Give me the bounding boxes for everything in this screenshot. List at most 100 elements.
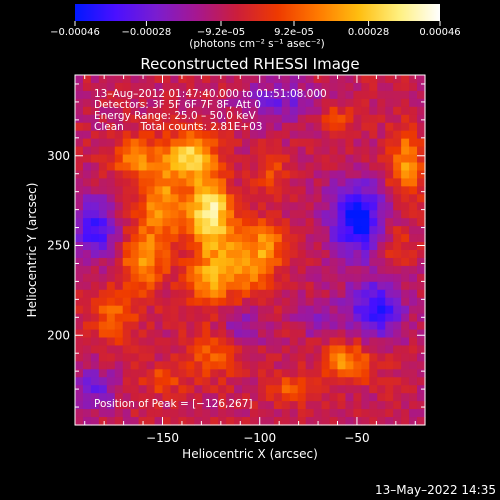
heatmap-cell: [82, 130, 92, 140]
heatmap-cell: [409, 75, 418, 84]
heatmap-cell: [257, 250, 267, 259]
heatmap-cell: [401, 218, 410, 227]
heatmap-cell: [250, 194, 259, 203]
heatmap-cell: [186, 337, 195, 347]
heatmap-cell: [106, 393, 116, 402]
heatmap-cell: [377, 369, 386, 378]
heatmap-cell: [281, 154, 291, 164]
heatmap-cell: [186, 257, 195, 267]
heatmap-cell: [178, 385, 187, 394]
heatmap-cell: [178, 234, 187, 243]
heatmap-cell: [130, 98, 140, 108]
heatmap-cell: [281, 138, 291, 148]
heatmap-cell: [321, 313, 331, 323]
heatmap-cell: [329, 250, 339, 259]
heatmap-cell: [82, 162, 92, 172]
heatmap-cell: [122, 401, 132, 410]
heatmap-cell: [162, 130, 172, 140]
heatmap-cell: [265, 265, 275, 275]
heatmap-cell: [170, 106, 179, 116]
heatmap-cell: [178, 313, 187, 323]
heatmap-cell: [146, 162, 156, 172]
heatmap-cell: [170, 146, 179, 156]
heatmap-cell: [114, 257, 124, 267]
heatmap-cell: [305, 265, 315, 275]
heatmap-cell: [218, 369, 227, 378]
heatmap-cell: [385, 337, 394, 347]
heatmap-cell: [162, 417, 172, 426]
heatmap-cell: [265, 409, 275, 418]
heatmap-cell: [313, 409, 323, 418]
heatmap-cell: [409, 186, 418, 195]
heatmap-cell: [257, 417, 267, 426]
heatmap-cell: [257, 409, 267, 418]
heatmap-cell: [297, 98, 307, 108]
heatmap-cell: [353, 257, 362, 267]
heatmap-cell: [186, 417, 195, 426]
heatmap-cell: [98, 289, 108, 299]
heatmap-cell: [273, 226, 283, 235]
heatmap-cell: [417, 305, 426, 315]
heatmap-cell: [234, 289, 243, 299]
heatmap-cell: [361, 202, 370, 211]
peak-position-label: Position of Peak = [−126,267]: [94, 398, 253, 410]
heatmap-cell: [106, 130, 116, 140]
heatmap-cell: [154, 329, 164, 339]
heatmap-cell: [202, 242, 211, 251]
heatmap-cell: [321, 257, 331, 267]
heatmap-cell: [218, 289, 227, 299]
heatmap-cell: [409, 393, 418, 402]
heatmap-cell: [385, 329, 394, 339]
heatmap-cell: [321, 130, 331, 140]
heatmap-cell: [345, 162, 354, 172]
heatmap-cell: [265, 82, 275, 92]
heatmap-cell: [265, 122, 275, 132]
heatmap-cell: [289, 90, 299, 100]
heatmap-cell: [106, 409, 116, 418]
heatmap-cell: [170, 162, 179, 172]
heatmap-cell: [401, 138, 410, 148]
heatmap-cell: [409, 114, 418, 124]
heatmap-cell: [409, 178, 418, 187]
heatmap-cell: [409, 345, 418, 354]
heatmap-cell: [194, 210, 203, 219]
heatmap-cell: [265, 218, 275, 227]
heatmap-cell: [138, 162, 148, 172]
heatmap-cell: [106, 122, 116, 132]
heatmap-cell: [122, 130, 132, 140]
heatmap-cell: [337, 369, 347, 378]
heatmap-cell: [114, 393, 124, 402]
heatmap-cell: [114, 297, 124, 307]
heatmap-cell: [170, 265, 179, 275]
heatmap-cell: [202, 146, 211, 156]
heatmap-cell: [273, 257, 283, 267]
heatmap-cell: [305, 321, 315, 331]
heatmap-cell: [369, 409, 378, 418]
heatmap-cell: [401, 226, 410, 235]
heatmap-cell: [345, 305, 354, 315]
heatmap-cell: [114, 250, 124, 259]
heatmap-cell: [106, 234, 116, 243]
heatmap-cell: [409, 361, 418, 370]
heatmap-cell: [257, 321, 267, 331]
heatmap-cell: [202, 417, 211, 426]
heatmap-cell: [218, 250, 227, 259]
heatmap-cell: [98, 361, 108, 370]
heatmap-cell: [146, 178, 156, 187]
heatmap-cell: [218, 377, 227, 386]
heatmap-cell: [385, 114, 394, 124]
heatmap-cell: [393, 417, 402, 426]
heatmap-cell: [130, 297, 140, 307]
heatmap-cell: [265, 194, 275, 203]
heatmap-cell: [377, 202, 386, 211]
heatmap-cell: [98, 265, 108, 275]
heatmap-cell: [329, 98, 339, 108]
heatmap-cell: [385, 234, 394, 243]
heatmap-cell: [170, 321, 179, 331]
heatmap-cell: [305, 186, 315, 195]
heatmap-cell: [122, 98, 132, 108]
heatmap-cell: [178, 242, 187, 251]
heatmap-cell: [106, 194, 116, 203]
heatmap-cell: [321, 170, 331, 179]
heatmap-cell: [417, 98, 426, 108]
